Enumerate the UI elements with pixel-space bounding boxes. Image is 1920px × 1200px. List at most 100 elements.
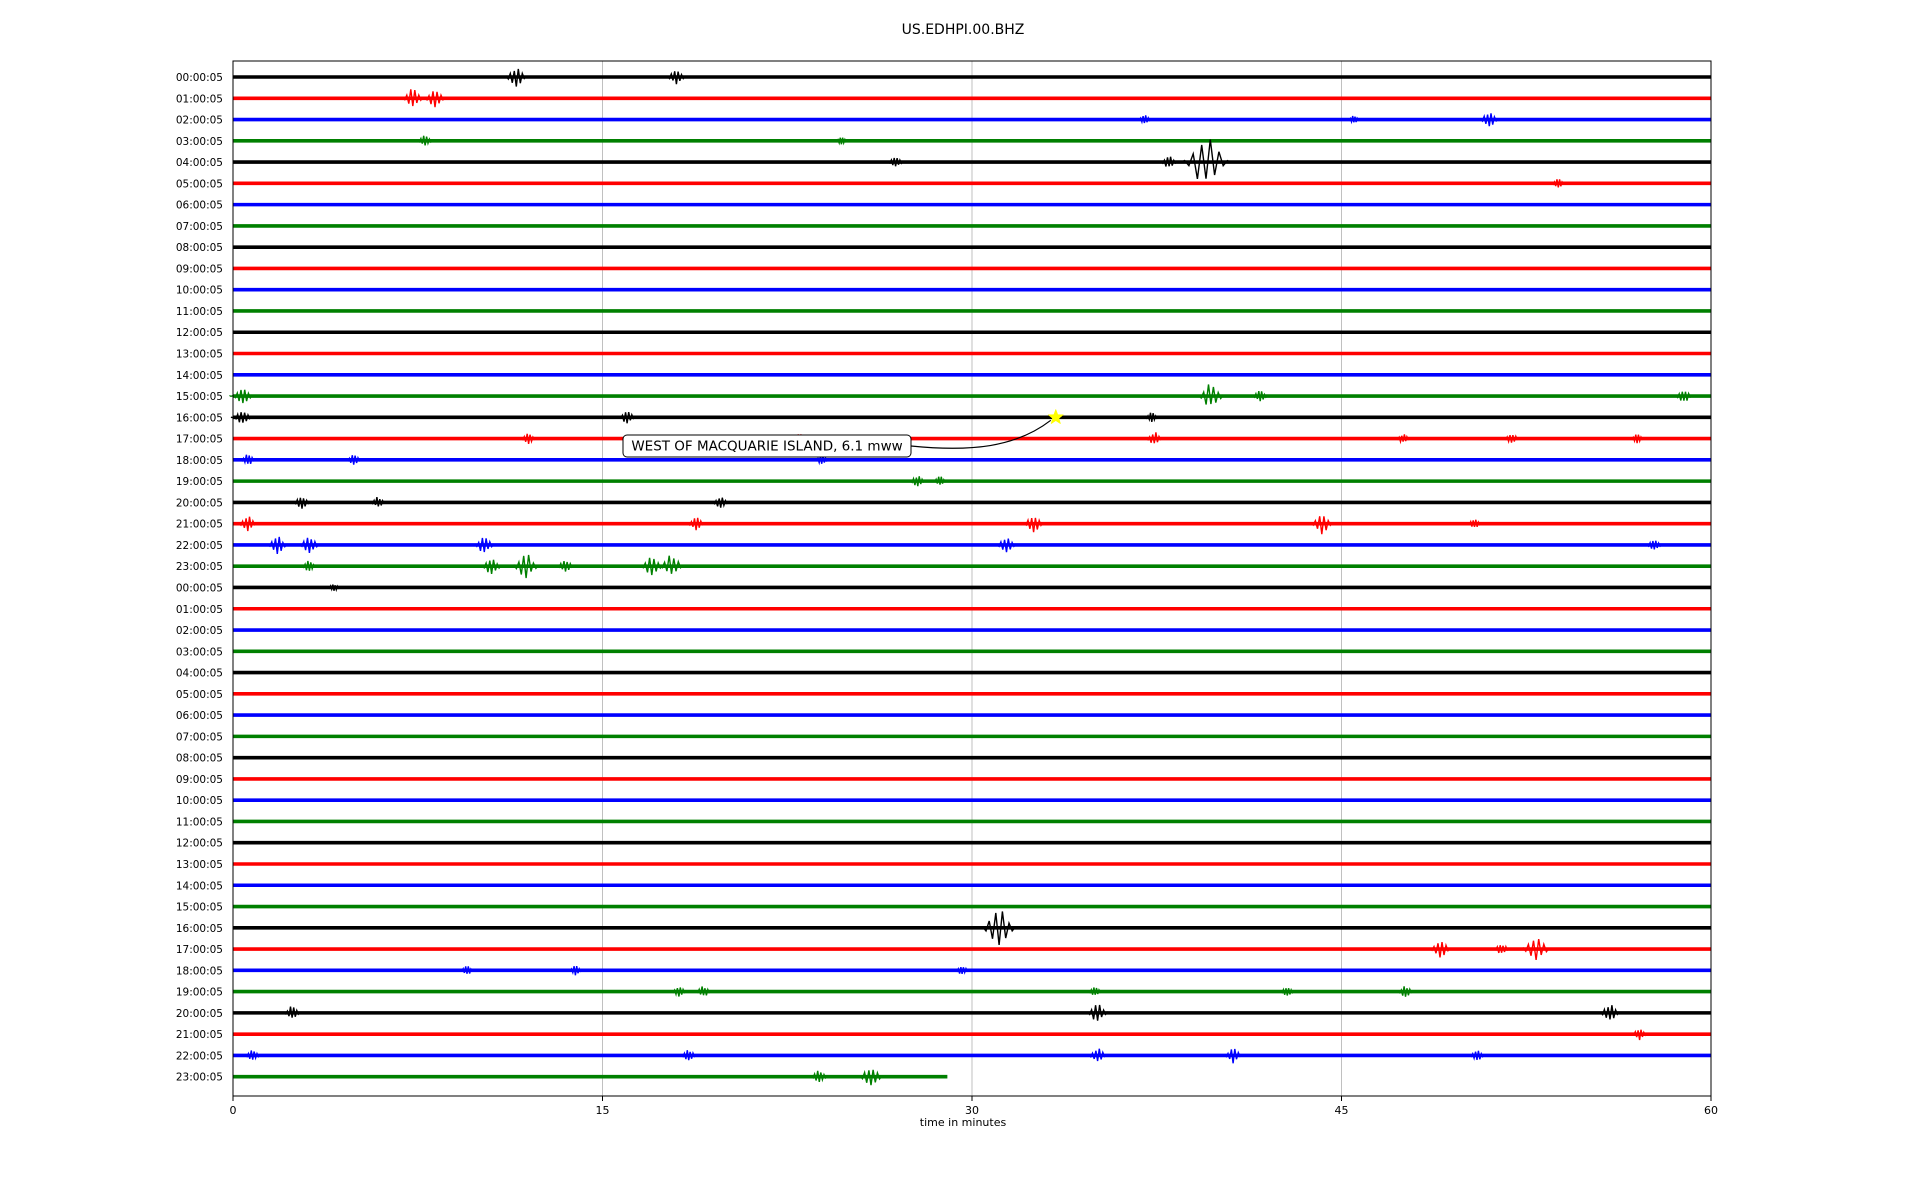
- trace-event-row-22-4: [1644, 540, 1665, 550]
- row-label-42: 18:00:05: [176, 965, 223, 977]
- trace-event-row-16-0: [230, 411, 255, 423]
- row-label-10: 10:00:05: [176, 285, 223, 297]
- trace-event-row-18-0: [237, 454, 258, 465]
- row-label-40: 16:00:05: [176, 923, 223, 935]
- trace-event-row-46-2: [1085, 1048, 1110, 1062]
- row-label-8: 08:00:05: [176, 242, 223, 254]
- trace-event-row-42-1: [566, 965, 585, 976]
- x-tick-label-15: 15: [596, 1104, 610, 1117]
- trace-event-row-24-0: [325, 584, 342, 593]
- trace-event-row-19-0: [907, 476, 928, 487]
- row-label-7: 07:00:05: [176, 221, 223, 233]
- trace-event-row-23-3: [554, 560, 577, 572]
- annotation-box: [622, 434, 912, 458]
- trace-event-row-43-0: [668, 987, 689, 997]
- trace-event-row-43-2: [1086, 987, 1105, 995]
- row-label-36: 12:00:05: [176, 838, 223, 850]
- row-label-33: 09:00:05: [176, 774, 223, 786]
- trace-event-row-3-0: [415, 135, 436, 146]
- trace-event-row-17-5: [1628, 434, 1647, 444]
- trace-event-row-40-0: [975, 911, 1023, 945]
- trace-event-row-4-2: [1175, 139, 1237, 180]
- trace-event-row-43-4: [1395, 986, 1416, 997]
- row-label-32: 08:00:05: [176, 753, 223, 765]
- trace-event-row-15-1: [1193, 384, 1229, 405]
- row-label-29: 05:00:05: [176, 689, 223, 701]
- trace-event-row-17-4: [1501, 434, 1522, 445]
- x-tick-label-45: 45: [1335, 1104, 1349, 1117]
- trace-event-row-1-1: [420, 91, 450, 108]
- trace-event-row-23-5: [654, 555, 688, 574]
- row-label-45: 21:00:05: [176, 1029, 223, 1041]
- event-star-marker: [1047, 408, 1065, 425]
- row-label-13: 13:00:05: [176, 349, 223, 361]
- chart-title: US.EDHPI.00.BHZ: [902, 22, 1025, 38]
- row-label-39: 15:00:05: [176, 902, 223, 914]
- trace-event-row-46-4: [1466, 1050, 1488, 1061]
- row-label-34: 10:00:05: [176, 795, 223, 807]
- trace-event-row-43-1: [693, 986, 714, 996]
- trace-event-row-41-2: [1517, 938, 1555, 960]
- row-label-2: 02:00:05: [176, 115, 223, 127]
- row-label-6: 06:00:05: [176, 200, 223, 212]
- trace-event-row-4-0: [885, 157, 906, 167]
- trace-event-row-21-3: [1306, 516, 1337, 535]
- trace-event-row-44-2: [1596, 1005, 1624, 1020]
- trace-event-row-21-0: [235, 516, 260, 532]
- trace-event-row-44-0: [280, 1006, 304, 1018]
- row-label-23: 23:00:05: [176, 561, 223, 573]
- row-label-30: 06:00:05: [176, 710, 223, 722]
- trace-event-row-21-1: [684, 517, 708, 531]
- row-label-1: 01:00:05: [176, 93, 223, 105]
- trace-event-row-16-1: [616, 411, 639, 424]
- row-label-35: 11:00:05: [176, 816, 223, 828]
- row-label-37: 13:00:05: [176, 859, 223, 871]
- row-labels: 00:00:05 01:00:05 02:00:05 03:00:05 04:00:05…: [176, 72, 223, 1084]
- trace-event-row-20-0: [290, 497, 314, 509]
- row-label-41: 17:00:05: [176, 944, 223, 956]
- annotation-text: WEST OF MACQUARIE ISLAND, 6.1 mww: [631, 439, 902, 455]
- row-label-4: 04:00:05: [176, 157, 223, 169]
- row-label-3: 03:00:05: [176, 136, 223, 148]
- trace-event-row-43-3: [1278, 987, 1297, 996]
- trace-event-row-41-0: [1425, 941, 1455, 958]
- trace-event-row-42-2: [952, 966, 972, 975]
- trace-event-row-42-0: [457, 966, 477, 974]
- trace-event-row-23-0: [299, 560, 320, 572]
- row-label-18: 18:00:05: [176, 455, 223, 467]
- row-label-21: 21:00:05: [176, 519, 223, 531]
- trace-event-row-22-3: [993, 538, 1020, 553]
- x-tick-label-60: 60: [1704, 1104, 1718, 1117]
- row-label-0: 00:00:05: [176, 72, 223, 84]
- trace-event-row-2-0: [1135, 115, 1154, 125]
- trace-event-row-3-1: [833, 137, 850, 146]
- trace-event-row-5-0: [1549, 179, 1568, 188]
- trace-event-row-21-2: [1019, 517, 1047, 533]
- row-label-12: 12:00:05: [176, 327, 223, 339]
- traces: [229, 68, 1711, 1086]
- row-label-15: 15:00:05: [176, 391, 223, 403]
- row-label-44: 20:00:05: [176, 1008, 223, 1020]
- trace-event-row-45-0: [1628, 1029, 1650, 1041]
- trace-event-row-46-3: [1221, 1048, 1246, 1064]
- trace-event-row-46-1: [678, 1050, 699, 1061]
- event-annotation: WEST OF MACQUARIE ISLAND, 6.1 mww: [622, 408, 1065, 458]
- plot-frame: [232, 60, 1712, 1097]
- trace-event-row-22-2: [471, 537, 498, 553]
- trace-event-row-21-4: [1464, 519, 1484, 528]
- trace-event-row-2-1: [1345, 115, 1362, 125]
- trace-event-row-41-1: [1490, 944, 1512, 954]
- row-label-22: 22:00:05: [176, 540, 223, 552]
- row-label-46: 22:00:05: [176, 1050, 223, 1062]
- x-axis-label: time in minutes: [920, 1116, 1007, 1129]
- row-label-11: 11:00:05: [176, 306, 223, 318]
- trace-event-row-46-0: [242, 1050, 263, 1061]
- row-label-16: 16:00:05: [176, 412, 223, 424]
- annotation-connector: [910, 419, 1052, 449]
- trace-event-row-17-0: [517, 433, 539, 445]
- trace-event-row-44-1: [1082, 1004, 1112, 1021]
- trace-event-row-20-2: [709, 497, 732, 508]
- trace-event-row-23-1: [478, 559, 505, 574]
